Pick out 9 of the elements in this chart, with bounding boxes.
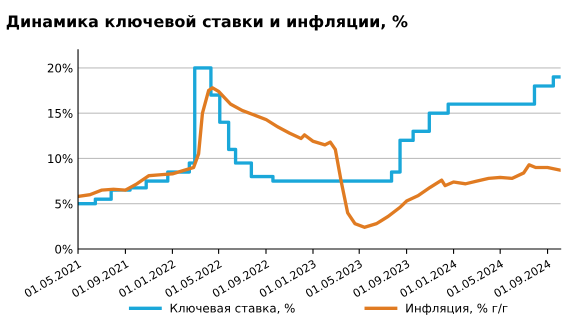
y-tick-label: 20%	[48, 64, 73, 73]
y-tick-label: 10%	[48, 154, 73, 164]
y-tick-label: 0%	[55, 244, 73, 254]
y-tick-label: 5%	[55, 199, 73, 208]
chart-title: Динамика ключевой ставки и инфляции, %	[6, 14, 408, 30]
legend-label: Инфляция, % г/г	[406, 304, 508, 315]
line-series	[78, 86, 561, 229]
legend-label: Ключевая ставка, %	[170, 304, 295, 314]
y-tick-label: 15%	[48, 108, 73, 118]
